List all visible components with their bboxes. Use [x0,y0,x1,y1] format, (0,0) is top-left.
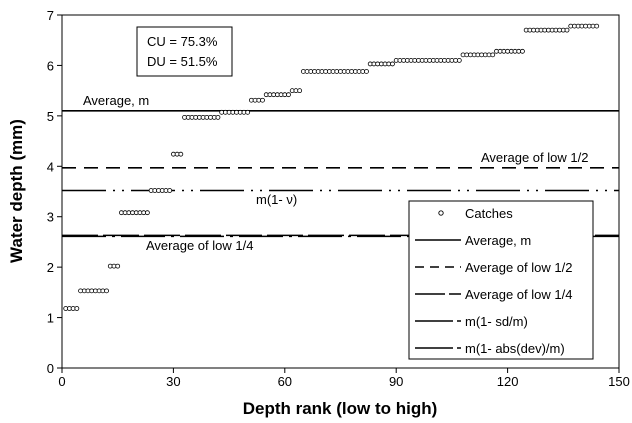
x-axis-label: Depth rank (low to high) [243,399,438,418]
y-axis: 0 1 2 3 4 5 6 7 [47,8,62,376]
catch-point [390,61,395,67]
legend: Catches Average, m Average of low 1/2 Avera… [408,200,594,360]
x-tick-label: 60 [278,374,292,389]
legend-symbol-catches [438,210,444,216]
catch-point [490,52,496,58]
annotation-low-quarter: Average of low 1/4 [146,238,253,253]
annotation-m-nu: m(1- ν) [256,192,297,207]
plot-frame [61,14,620,369]
legend-label-average-of-low-1-4: Average of low 1/4 [465,287,572,302]
legend-label-catches: Catches [465,206,513,221]
stats-box-frame [136,26,233,77]
catch-point [178,151,184,157]
y-tick-label: 7 [47,8,54,23]
catch-point [594,23,600,29]
x-tick-label: 150 [608,374,630,389]
y-tick-label: 3 [47,210,54,225]
legend-frame [408,200,594,360]
catch-point [364,69,369,74]
y-tick-label: 5 [47,109,54,124]
catch-point [215,114,221,120]
catch-point [245,109,251,115]
y-tick-label: 6 [47,58,54,73]
stats-du: DU = 51.5% [147,54,218,69]
catch-point [145,210,150,216]
legend-label-average-m: Average, m [465,233,531,248]
catch-point [297,88,303,94]
annotation-average: Average, m [83,93,149,108]
catch-point [564,27,570,33]
catch-point [115,263,121,269]
x-tick-label: 0 [58,374,65,389]
catch-point [520,48,525,54]
stats-box: CU = 75.3% DU = 51.5% [136,26,233,77]
catch-point [104,288,109,294]
y-axis-label: Water depth (mm) [7,119,26,263]
y-tick-label: 4 [47,159,54,174]
legend-label-m-1-sd-m: m(1- sd/m) [465,314,528,329]
catch-point [260,97,265,103]
catch-point [167,188,173,193]
x-tick-label: 90 [389,374,403,389]
x-axis: 0 30 60 90 120 150 [58,368,630,389]
catch-point [456,57,462,63]
y-tick-label: 2 [47,260,54,275]
legend-label-average-of-low-1-2: Average of low 1/2 [465,260,572,275]
x-tick-label: 120 [497,374,519,389]
catches-points [63,23,600,311]
y-tick-label: 1 [47,311,54,326]
y-tick-label: 0 [47,361,54,376]
stats-cu: CU = 75.3% [147,34,218,49]
annotation-low-half: Average of low 1/2 [481,150,588,165]
legend-label-m-1-abs-dev-m: m(1- abs(dev)/m) [465,341,565,356]
catch-point [286,92,291,98]
catch-point [74,306,80,311]
x-tick-label: 30 [166,374,180,389]
